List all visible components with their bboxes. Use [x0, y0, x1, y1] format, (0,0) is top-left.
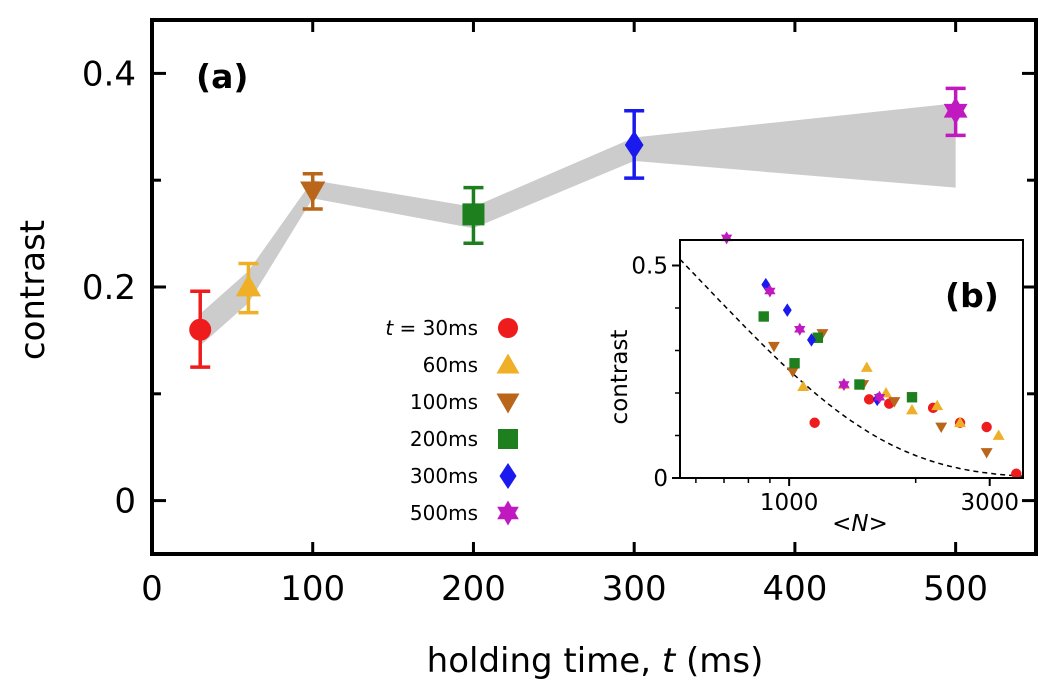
data-point-100ms [300, 181, 326, 204]
x-tick-label: 300 [602, 569, 667, 609]
inset-point-100ms [980, 448, 993, 459]
inset-point-30ms [809, 417, 820, 428]
x-tick-label: 500 [923, 569, 988, 609]
legend-marker-30ms [498, 318, 518, 338]
panel-a: 0 100 200 300 400 500 0 0.2 0.4 (a) holding tim… [13, 18, 1038, 681]
inset-point-100ms [786, 367, 799, 378]
inset-point-60ms [931, 399, 944, 411]
y-axis-label: contrast [13, 220, 53, 360]
legend-label-30ms: t = 30ms [385, 316, 478, 340]
legend-label-500ms: 500ms [410, 501, 478, 525]
x-tick-label: 200 [441, 569, 506, 609]
panel-b-inset: 1000 3000 00.5 (b) <N> contrast [607, 231, 1024, 537]
data-point-300ms [624, 130, 644, 160]
x-tick-label: 400 [762, 569, 827, 609]
inset-frame [679, 239, 1024, 479]
y-axis-ticks: 0 0.2 0.4 [82, 54, 1036, 522]
data-point-200ms [462, 203, 485, 226]
x-tick-label: 100 [280, 569, 345, 609]
legend-label-300ms: 300ms [410, 464, 478, 488]
inset-x-tick-label: 3000 [960, 490, 1019, 516]
inset-point-60ms [906, 404, 918, 415]
x-axis-label: holding time, t (ms) [427, 641, 764, 681]
legend-marker-100ms [496, 393, 520, 414]
inset-point-200ms [812, 332, 824, 343]
legend-marker-300ms [499, 463, 517, 489]
inset-y-axis-label: contrast [607, 330, 633, 425]
data-points [189, 97, 968, 341]
inset-y-axis-ticks: 00.5 [631, 254, 680, 492]
inset-point-200ms [906, 392, 918, 403]
inset-x-axis-ticks: 1000 3000 [695, 478, 1019, 516]
inset-point-500ms [873, 390, 886, 404]
uncertainty-band [200, 103, 956, 346]
y-tick-label: 0.4 [82, 54, 136, 94]
legend-label-200ms: 200ms [410, 427, 478, 451]
inset-point-60ms [954, 416, 967, 428]
inset-point-500ms [764, 284, 776, 298]
inset-point-30ms [1011, 468, 1022, 479]
inset-point-200ms [854, 379, 865, 390]
y-tick-label: 0.2 [82, 268, 136, 308]
data-point-60ms [235, 274, 262, 297]
inset-point-100ms [888, 397, 901, 408]
legend-marker-500ms [497, 500, 519, 526]
inset-point-200ms [789, 358, 800, 369]
inset-point-100ms [935, 422, 948, 433]
inset-x-tick-label: 1000 [760, 490, 819, 516]
inset-y-tick-label: 0.5 [631, 254, 668, 280]
inset-point-300ms [782, 303, 792, 317]
x-axis-ticks: 0 100 200 300 400 500 [141, 20, 988, 609]
legend-marker-200ms [498, 429, 518, 449]
fit-curve [679, 258, 1024, 477]
inset-point-30ms [981, 421, 992, 433]
inset-point-30ms [863, 394, 875, 405]
inset-point-100ms [767, 341, 780, 353]
inset-point-60ms [797, 380, 810, 392]
x-tick-label: 0 [141, 569, 163, 609]
inset-point-60ms [860, 361, 873, 372]
legend-label-60ms: 60ms [423, 353, 478, 377]
inset-point-60ms [992, 429, 1005, 440]
inset-point-500ms [838, 378, 850, 391]
legend-marker-60ms [496, 353, 520, 374]
panel-label-a: (a) [196, 57, 248, 96]
data-point-30ms [189, 318, 212, 341]
inset-background [680, 240, 1023, 478]
inset-x-axis-label: <N> [832, 511, 888, 537]
inset-y-tick-label: 0 [653, 466, 668, 492]
inset-point-200ms [758, 311, 769, 322]
inset-data-points [720, 231, 1022, 479]
legend-label-100ms: 100ms [410, 390, 478, 414]
data-point-500ms [943, 97, 968, 125]
legend: t = 30ms 60ms 100ms 200ms 300ms 500ms [385, 316, 520, 526]
inset-point-500ms [794, 322, 806, 336]
inset-point-300ms [807, 333, 816, 347]
panel-label-b: (b) [945, 276, 999, 315]
y-tick-label: 0 [114, 482, 136, 522]
